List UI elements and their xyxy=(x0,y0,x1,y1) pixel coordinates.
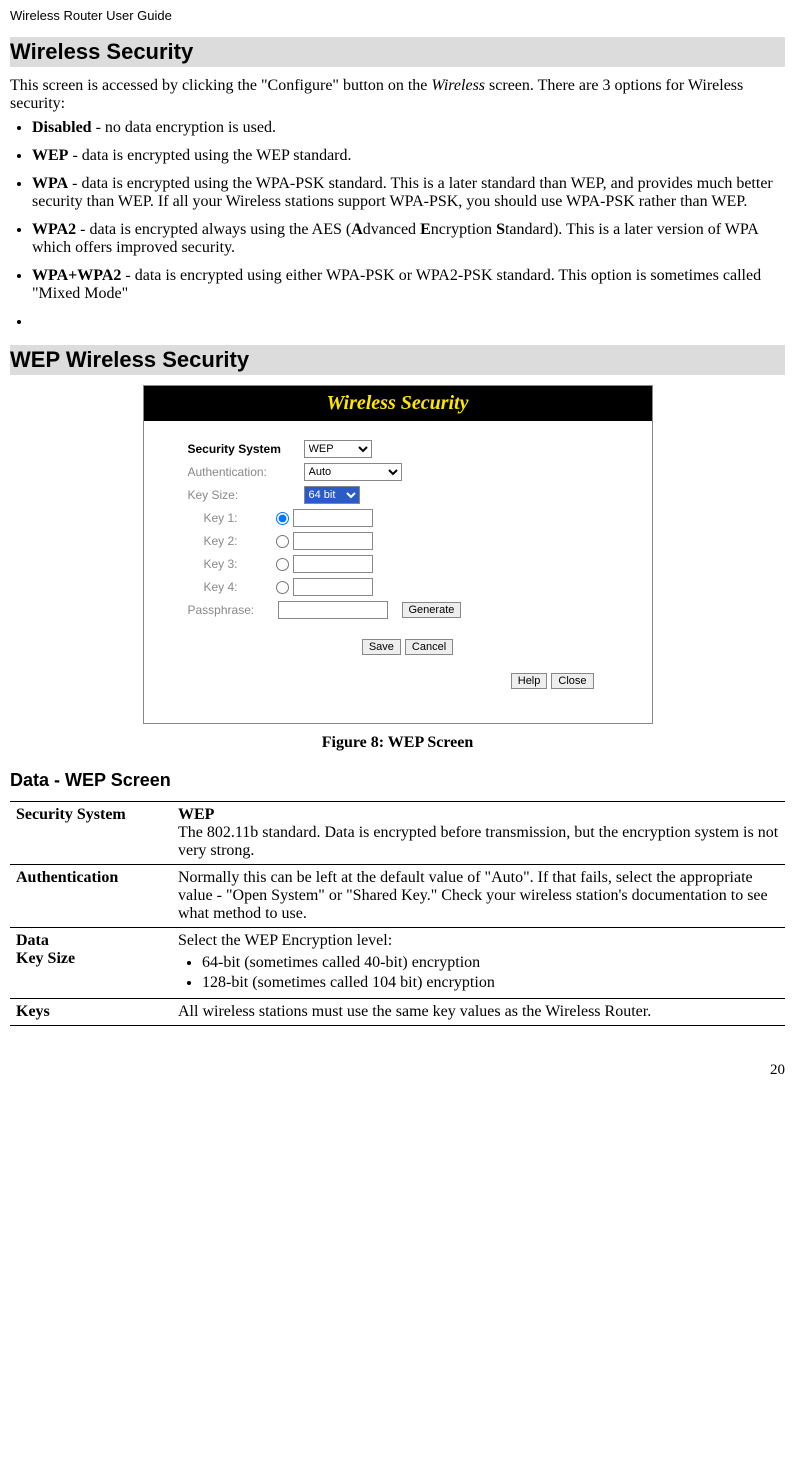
list-item: 64-bit (sometimes called 40-bit) encrypt… xyxy=(202,954,779,972)
list-item: 128-bit (sometimes called 104 bit) encry… xyxy=(202,974,779,992)
page-header: Wireless Router User Guide xyxy=(10,8,785,23)
wep-body-text: The 802.11b standard. Data is encrypted … xyxy=(178,824,779,860)
label-key4: Key 4: xyxy=(188,580,276,594)
table-row: Keys All wireless stations must use the … xyxy=(10,999,785,1026)
post-e: ncryption xyxy=(431,221,496,238)
section-wireless-security-heading: Wireless Security xyxy=(10,37,785,67)
radio-key3[interactable] xyxy=(276,558,289,571)
row-keysize: Key Size: 64 bit xyxy=(188,486,624,504)
section-wep-heading: WEP Wireless Security xyxy=(10,345,785,375)
radio-key1[interactable] xyxy=(276,512,289,525)
keysize-desc-text: Select the WEP Encryption level: xyxy=(178,932,779,950)
wep-body: Security System WEP Authentication: Auto… xyxy=(144,421,652,723)
label-authentication: Authentication: xyxy=(188,465,304,479)
select-authentication[interactable]: Auto xyxy=(304,463,402,481)
bold-e: E xyxy=(420,221,431,238)
option-label: WPA+WPA2 xyxy=(32,267,121,284)
security-options-list: Disabled - no data encryption is used. W… xyxy=(10,119,785,331)
cell-keysize-line2: Key Size xyxy=(16,950,166,968)
cell-security-system-desc: WEP The 802.11b standard. Data is encryp… xyxy=(172,802,785,865)
post-a: dvanced xyxy=(363,221,420,238)
label-passphrase: Passphrase: xyxy=(188,603,278,617)
cell-keysize-label: Data Key Size xyxy=(10,928,172,999)
option-text: - no data encryption is used. xyxy=(92,119,276,136)
list-item-empty xyxy=(32,313,785,331)
option-text: - data is encrypted always using the AES… xyxy=(76,221,351,238)
list-item: Disabled - no data encryption is used. xyxy=(32,119,785,137)
input-key2[interactable] xyxy=(293,532,373,550)
intro-paragraph: This screen is accessed by clicking the … xyxy=(10,77,785,113)
row-key1: Key 1: xyxy=(188,509,624,527)
select-security-system[interactable]: WEP xyxy=(304,440,372,458)
cell-auth-desc: Normally this can be left at the default… xyxy=(172,865,785,928)
row-key4: Key 4: xyxy=(188,578,624,596)
option-text: - data is encrypted using the WPA-PSK st… xyxy=(32,175,773,210)
label-key3: Key 3: xyxy=(188,557,276,571)
list-item: WPA2 - data is encrypted always using th… xyxy=(32,221,785,257)
radio-key2[interactable] xyxy=(276,535,289,548)
help-button[interactable]: Help xyxy=(511,673,548,689)
label-key2: Key 2: xyxy=(188,534,276,548)
label-keysize: Key Size: xyxy=(188,488,304,502)
list-item: WPA - data is encrypted using the WPA-PS… xyxy=(32,175,785,211)
save-button[interactable]: Save xyxy=(362,639,401,655)
cell-keysize-line1: Data xyxy=(16,932,166,950)
list-item: WPA+WPA2 - data is encrypted using eithe… xyxy=(32,267,785,303)
input-passphrase[interactable] xyxy=(278,601,388,619)
label-key1: Key 1: xyxy=(188,511,276,525)
option-text: - data is encrypted using either WPA-PSK… xyxy=(32,267,761,302)
wep-data-table: Security System WEP The 802.11b standard… xyxy=(10,801,785,1026)
keysize-list: 64-bit (sometimes called 40-bit) encrypt… xyxy=(178,954,779,992)
option-label: WEP xyxy=(32,147,68,164)
bold-a: A xyxy=(351,221,363,238)
list-item: WEP - data is encrypted using the WEP st… xyxy=(32,147,785,165)
close-button[interactable]: Close xyxy=(551,673,593,689)
radio-key4[interactable] xyxy=(276,581,289,594)
cancel-button[interactable]: Cancel xyxy=(405,639,453,655)
page-number: 20 xyxy=(10,1062,785,1079)
data-wep-subheading: Data - WEP Screen xyxy=(10,770,785,791)
table-row: Authentication Normally this can be left… xyxy=(10,865,785,928)
bold-s: S xyxy=(496,221,505,238)
input-key4[interactable] xyxy=(293,578,373,596)
row-key2: Key 2: xyxy=(188,532,624,550)
wep-titlebar: Wireless Security xyxy=(144,386,652,421)
option-label: Disabled xyxy=(32,119,92,136)
row-help-close: Help Close xyxy=(188,673,594,689)
option-label: WPA xyxy=(32,175,68,192)
intro-italic-term: Wireless xyxy=(431,77,485,94)
cell-auth-label: Authentication xyxy=(10,865,172,928)
row-security-system: Security System WEP xyxy=(188,440,624,458)
label-security-system: Security System xyxy=(188,442,304,456)
intro-prefix: This screen is accessed by clicking the … xyxy=(10,77,431,94)
cell-keys-desc: All wireless stations must use the same … xyxy=(172,999,785,1026)
row-authentication: Authentication: Auto xyxy=(188,463,624,481)
table-row: Data Key Size Select the WEP Encryption … xyxy=(10,928,785,999)
select-keysize[interactable]: 64 bit xyxy=(304,486,360,504)
cell-security-system-label: Security System xyxy=(10,802,172,865)
row-passphrase: Passphrase: Generate xyxy=(188,601,624,619)
input-key3[interactable] xyxy=(293,555,373,573)
input-key1[interactable] xyxy=(293,509,373,527)
row-key3: Key 3: xyxy=(188,555,624,573)
option-label: WPA2 xyxy=(32,221,76,238)
figure-caption: Figure 8: WEP Screen xyxy=(10,734,785,752)
wep-head: WEP xyxy=(178,806,214,823)
row-save-cancel: Save Cancel xyxy=(188,639,624,655)
table-row: Security System WEP The 802.11b standard… xyxy=(10,802,785,865)
option-text: - data is encrypted using the WEP standa… xyxy=(68,147,351,164)
cell-keys-label: Keys xyxy=(10,999,172,1026)
wep-screenshot-panel: Wireless Security Security System WEP Au… xyxy=(143,385,653,724)
generate-button[interactable]: Generate xyxy=(402,602,462,618)
cell-keysize-desc: Select the WEP Encryption level: 64-bit … xyxy=(172,928,785,999)
